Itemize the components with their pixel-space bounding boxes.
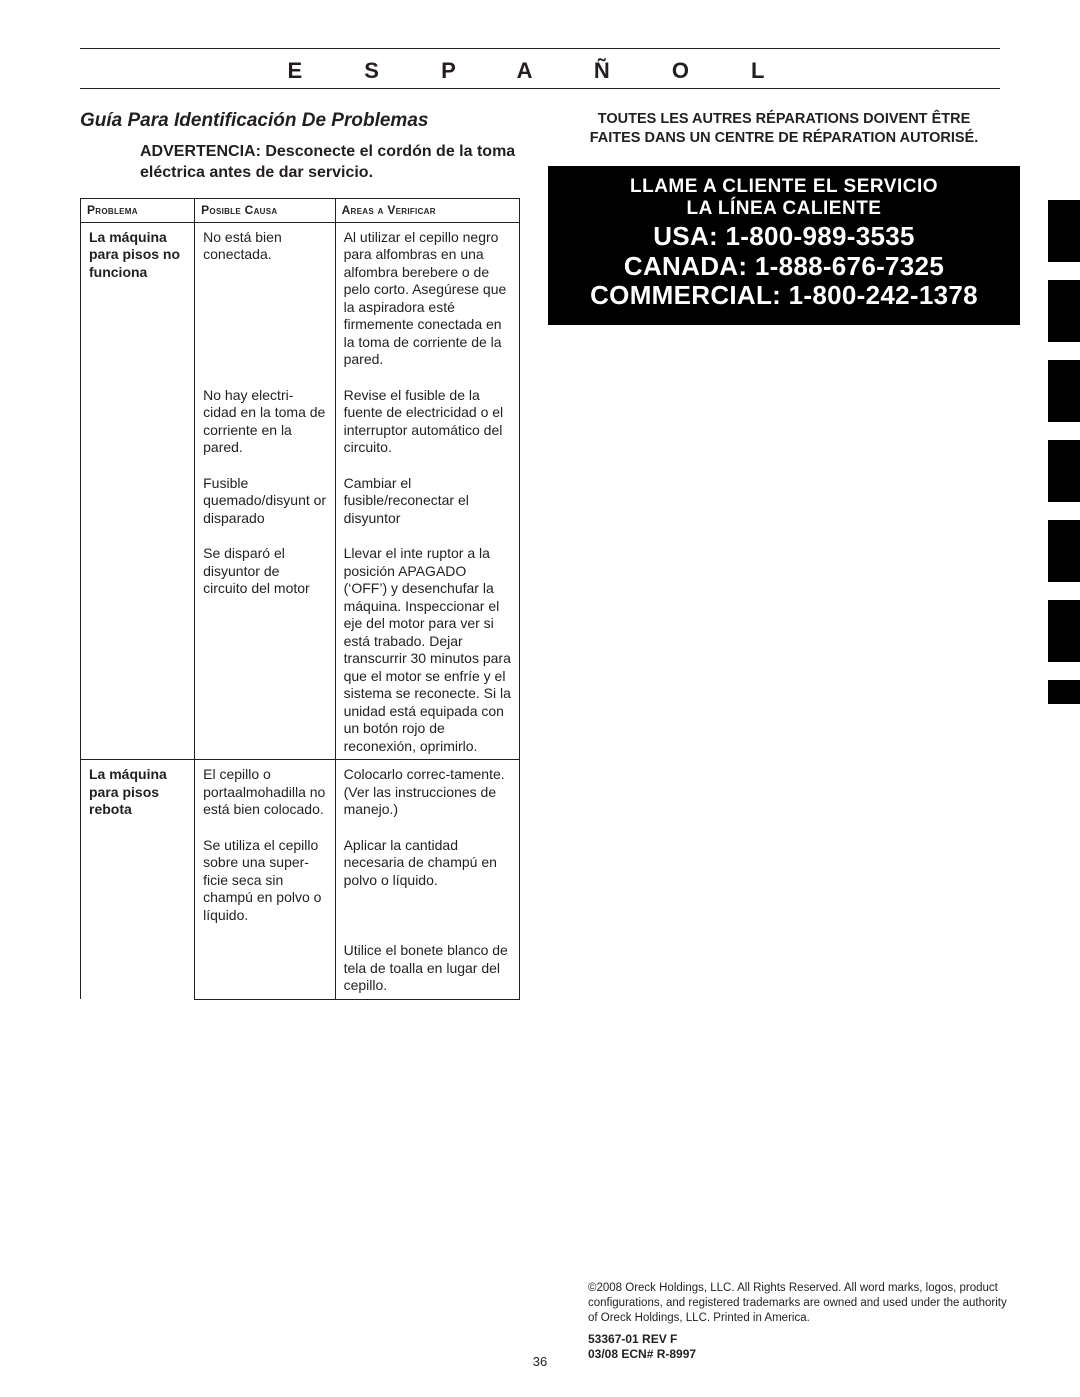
cell-spacer xyxy=(335,928,519,936)
repair-note: TOUTES LES AUTRES RÉPARATIONS DOIVENT ÊT… xyxy=(548,110,1020,148)
section-title: Guía Para Identificación De Problemas xyxy=(80,110,520,132)
cell-cause: El cepillo o portaalmohadilla no está bi… xyxy=(195,760,335,823)
cell-spacer xyxy=(335,823,519,831)
cell-cause: No hay electri-cidad en la toma de corri… xyxy=(195,381,335,461)
table-header-row: Problema Posible Causa Areas a Verificar xyxy=(81,198,520,222)
cell-spacer xyxy=(195,373,335,381)
hotline-phone-commercial: COMMERCIAL: 1-800-242-1378 xyxy=(556,281,1012,311)
copyright-text: ©2008 Oreck Holdings, LLC. All Rights Re… xyxy=(588,1281,1018,1326)
hotline-phone-canada: CANADA: 1-888-676-7325 xyxy=(556,252,1012,282)
cell-areas: Cambiar el fusible/reconectar el disyunt… xyxy=(335,469,519,532)
column-left: Guía Para Identificación De Problemas AD… xyxy=(80,110,520,1357)
table-row: La máquina para pisos no funciona No est… xyxy=(81,222,520,373)
troubleshooting-table: Problema Posible Causa Areas a Verificar… xyxy=(80,198,520,1000)
cell-areas: Utilice el bonete blanco de tela de toal… xyxy=(335,936,519,999)
cell-areas: Colocarlo correc-tamente. (Ver las instr… xyxy=(335,760,519,823)
language-header: E S P A Ñ O L xyxy=(0,58,1080,84)
warning-text: ADVERTENCIA: Desconecte el cordón de la … xyxy=(80,142,520,184)
hotline-heading: LA LÍNEA CALIENTE xyxy=(556,198,1012,220)
column-right: TOUTES LES AUTRES RÉPARATIONS DOIVENT ÊT… xyxy=(548,110,1020,1357)
cell-spacer xyxy=(335,531,519,539)
cell-spacer xyxy=(195,461,335,469)
th-problem: Problema xyxy=(81,198,195,222)
hotline-phone-usa: USA: 1-800-989-3535 xyxy=(556,222,1012,252)
cell-spacer xyxy=(335,373,519,381)
edge-tab xyxy=(1048,440,1080,502)
hotline-heading: LLAME A CLIENTE EL SERVICIO xyxy=(556,176,1012,198)
cell-problem: La máquina para pisos rebota xyxy=(81,760,195,1000)
cell-areas: Al utilizar el cepillo negro para alfomb… xyxy=(335,222,519,373)
edge-tab xyxy=(1048,200,1080,262)
rev-line: 53367-01 REV F xyxy=(588,1332,1018,1348)
cell-cause: Fusible quemado/disyunt or disparado xyxy=(195,469,335,532)
th-cause: Posible Causa xyxy=(195,198,335,222)
repair-note-line: FAITES DANS UN CENTRE DE RÉPARATION AUTO… xyxy=(548,129,1020,148)
edge-tabs xyxy=(1048,200,1080,704)
cell-spacer xyxy=(195,823,335,831)
rule-top xyxy=(80,48,1000,49)
th-areas: Areas a Verificar xyxy=(335,198,519,222)
rule-bottom xyxy=(80,88,1000,89)
cell-spacer xyxy=(195,928,335,936)
edge-tab xyxy=(1048,520,1080,582)
content: Guía Para Identificación De Problemas AD… xyxy=(80,110,1020,1357)
edge-tab xyxy=(1048,600,1080,662)
edge-tab xyxy=(1048,680,1080,704)
footnotes: ©2008 Oreck Holdings, LLC. All Rights Re… xyxy=(588,1281,1018,1363)
cell-cause: Se disparó el disyuntor de circuito del … xyxy=(195,539,335,760)
cell-cause: No está bien conectada. xyxy=(195,222,335,373)
page-number: 36 xyxy=(0,1354,1080,1369)
cell-cause: Se utiliza el cepillo sobre una super-fi… xyxy=(195,831,335,929)
cell-areas: Llevar el inte ruptor a la posición APAG… xyxy=(335,539,519,760)
repair-note-line: TOUTES LES AUTRES RÉPARATIONS DOIVENT ÊT… xyxy=(548,110,1020,129)
table-row: La máquina para pisos rebota El cepillo … xyxy=(81,760,520,823)
cell-spacer xyxy=(195,531,335,539)
cell-areas: Aplicar la cantidad necesaria de champú … xyxy=(335,831,519,929)
hotline-box: LLAME A CLIENTE EL SERVICIO LA LÍNEA CAL… xyxy=(548,166,1020,326)
cell-cause xyxy=(195,936,335,999)
page: E S P A Ñ O L Guía Para Identificación D… xyxy=(0,0,1080,1397)
edge-tab xyxy=(1048,360,1080,422)
edge-tab xyxy=(1048,280,1080,342)
cell-areas: Revise el fusible de la fuente de electr… xyxy=(335,381,519,461)
cell-spacer xyxy=(335,461,519,469)
cell-problem: La máquina para pisos no funciona xyxy=(81,222,195,760)
